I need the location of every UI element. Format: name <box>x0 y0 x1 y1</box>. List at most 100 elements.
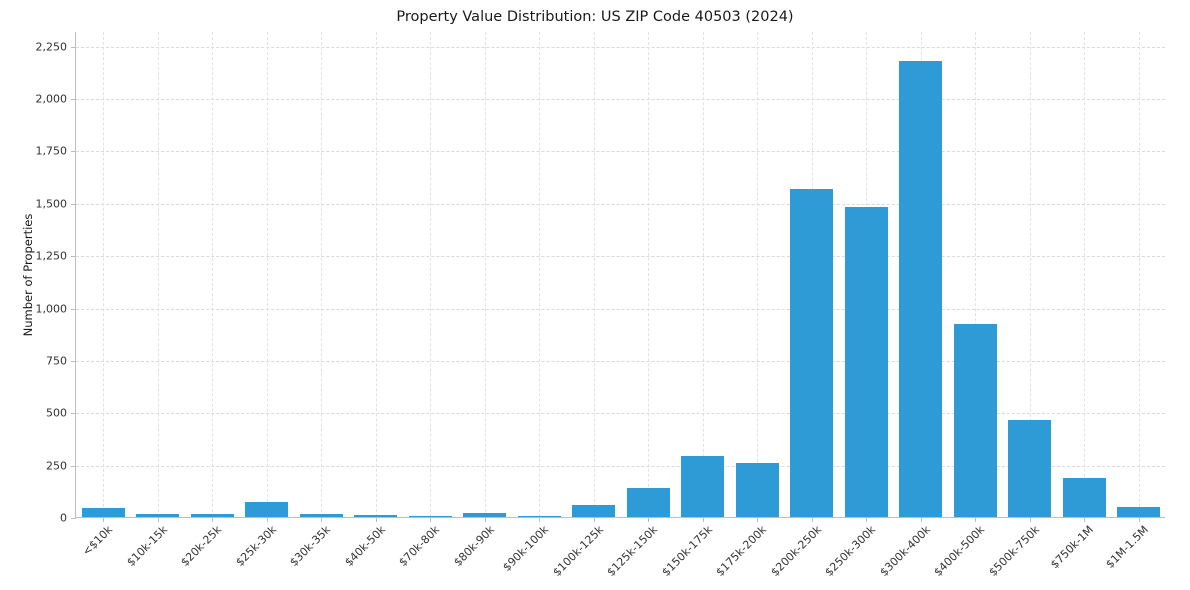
y-tick-label: 750 <box>46 354 67 368</box>
gridline-horizontal <box>76 465 1165 467</box>
x-tick-mark <box>1084 517 1086 522</box>
x-tick-mark <box>375 517 377 522</box>
gridline-vertical <box>1029 32 1031 517</box>
x-tick-label: $25k-30k <box>233 523 279 569</box>
gridline-vertical <box>212 32 214 517</box>
x-tick-mark <box>975 517 977 522</box>
x-tick-label: $500k-750k <box>986 523 1042 579</box>
y-tick-label: 1,500 <box>35 197 68 211</box>
y-tick-label: 250 <box>46 459 67 473</box>
gridline-vertical <box>375 32 377 517</box>
bar <box>953 324 997 517</box>
gridline-horizontal <box>76 360 1165 362</box>
x-tick-label: $10k-15k <box>124 523 170 569</box>
x-tick-mark <box>266 517 268 522</box>
y-tick-mark <box>71 413 76 415</box>
y-tick-mark <box>71 46 76 48</box>
gridline-vertical <box>702 32 704 517</box>
y-tick-mark <box>71 360 76 362</box>
x-tick-label: $300k-400k <box>877 523 933 579</box>
chart-title: Property Value Distribution: US ZIP Code… <box>396 9 794 25</box>
bar <box>790 189 834 517</box>
x-tick-mark <box>212 517 214 522</box>
x-tick-label: $90k-100k <box>500 523 552 574</box>
gridline-vertical <box>975 32 977 517</box>
bar <box>463 512 507 517</box>
gridline-vertical <box>757 32 759 517</box>
bar <box>1117 506 1161 517</box>
gridline-horizontal <box>76 308 1165 310</box>
bar <box>735 462 779 517</box>
gridline-vertical <box>539 32 541 517</box>
x-tick-mark <box>1138 517 1140 522</box>
bar <box>354 514 398 517</box>
y-tick-mark <box>71 465 76 467</box>
y-tick-mark <box>71 308 76 310</box>
x-tick-mark <box>321 517 323 522</box>
x-tick-mark <box>103 517 105 522</box>
gridline-vertical <box>593 32 595 517</box>
y-tick-mark <box>71 151 76 153</box>
gridline-horizontal <box>76 99 1165 101</box>
bar <box>299 513 343 517</box>
x-tick-mark <box>648 517 650 522</box>
gridline-vertical <box>1138 32 1140 517</box>
x-tick-mark <box>702 517 704 522</box>
y-tick-label: 2,250 <box>35 40 68 54</box>
x-tick-label: $1M-1.5M <box>1103 523 1151 571</box>
x-tick-label: $80k-90k <box>451 523 497 569</box>
x-tick-mark <box>920 517 922 522</box>
gridline-vertical <box>321 32 323 517</box>
y-tick-label: 500 <box>46 406 67 420</box>
x-tick-label: $30k-35k <box>287 523 334 569</box>
y-tick-mark <box>71 256 76 258</box>
gridline-vertical <box>266 32 268 517</box>
y-tick-label: 1,750 <box>35 144 68 158</box>
bar <box>681 456 725 517</box>
gridline-horizontal <box>76 46 1165 48</box>
y-axis-title: Number of Properties <box>21 213 35 337</box>
x-tick-label: $200k-250k <box>768 523 824 579</box>
gridline-vertical <box>484 32 486 517</box>
y-tick-mark <box>71 518 76 519</box>
x-tick-mark <box>484 517 486 522</box>
gridline-horizontal <box>76 203 1165 205</box>
x-tick-mark <box>593 517 595 522</box>
x-tick-label: $20k-25k <box>178 523 225 569</box>
gridline-vertical <box>1084 32 1086 517</box>
x-tick-label: <$10k <box>80 523 116 559</box>
bar <box>1062 478 1106 517</box>
y-tick-label: 1,250 <box>35 249 68 263</box>
gridline-vertical <box>103 32 105 517</box>
x-tick-mark <box>866 517 868 522</box>
x-tick-label: $100k-125k <box>550 523 606 579</box>
x-tick-mark <box>811 517 813 522</box>
bar <box>245 502 289 517</box>
bar <box>899 61 943 517</box>
x-tick-label: $400k-500k <box>931 523 988 579</box>
x-tick-mark <box>157 517 159 522</box>
x-tick-mark <box>1029 517 1031 522</box>
gridline-vertical <box>430 32 432 517</box>
x-tick-label: $250k-300k <box>822 523 879 579</box>
bar <box>517 516 561 517</box>
bar <box>626 487 670 517</box>
x-tick-mark <box>430 517 432 522</box>
x-tick-label: $125k-150k <box>604 523 661 579</box>
gridline-horizontal <box>76 413 1165 415</box>
bar <box>572 505 616 517</box>
y-tick-label: 1,000 <box>35 302 68 316</box>
x-tick-label: $150k-175k <box>659 523 715 579</box>
gridline-vertical <box>648 32 650 517</box>
bar <box>136 513 180 517</box>
y-tick-mark <box>71 99 76 101</box>
bar <box>81 507 125 517</box>
bar <box>408 515 452 517</box>
x-tick-label: $40k-50k <box>342 523 388 569</box>
plot-area: 0 250 500 750 1,000 1,250 1,500 1,750 2,000 2,250… <box>36 32 1165 579</box>
y-tick-label: 0 <box>60 511 67 525</box>
bar <box>1008 419 1052 517</box>
x-tick-mark <box>757 517 759 522</box>
y-tick-label: 2,000 <box>35 92 68 106</box>
